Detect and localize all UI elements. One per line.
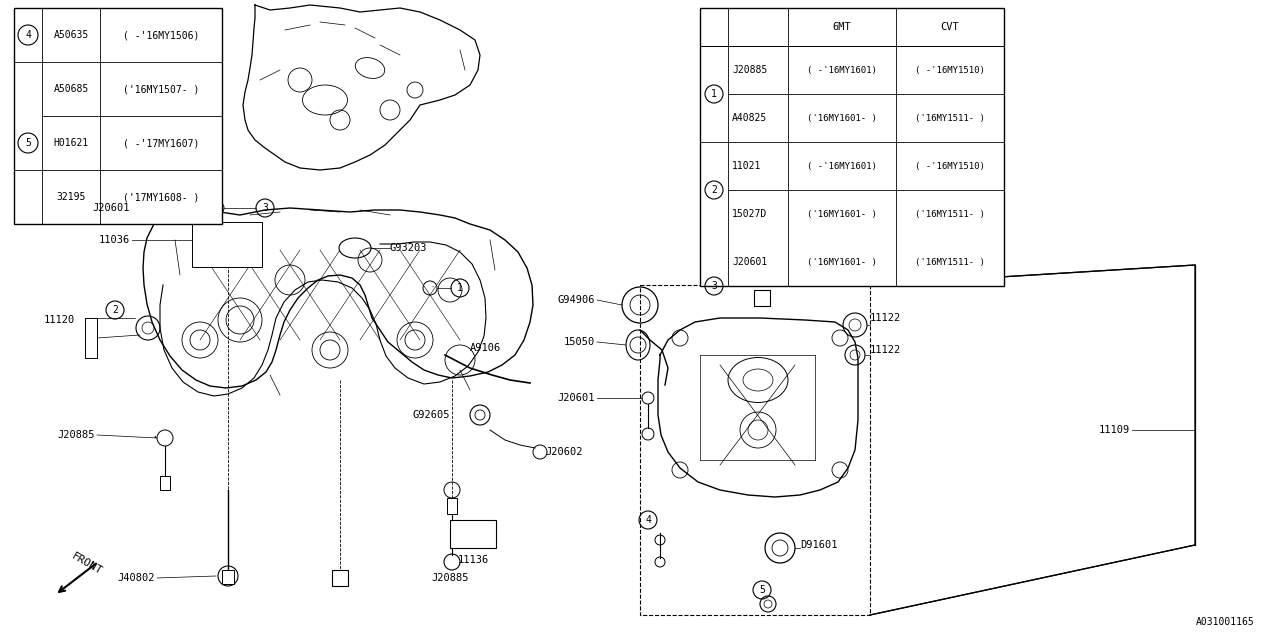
Text: CVT: CVT bbox=[941, 22, 960, 32]
Text: J20601: J20601 bbox=[92, 203, 131, 213]
Text: H01621: H01621 bbox=[54, 138, 88, 148]
Text: ( -'16MY1510): ( -'16MY1510) bbox=[915, 161, 984, 170]
Bar bbox=[160, 476, 170, 490]
Text: ('16MY1507- ): ('16MY1507- ) bbox=[123, 84, 200, 94]
Text: 11122: 11122 bbox=[870, 313, 901, 323]
Text: 1: 1 bbox=[457, 283, 463, 293]
Bar bbox=[447, 498, 457, 514]
Text: 1: 1 bbox=[712, 89, 717, 99]
Text: ( -'17MY1607): ( -'17MY1607) bbox=[123, 138, 200, 148]
Text: 11109: 11109 bbox=[1098, 425, 1130, 435]
Text: ('16MY1601- ): ('16MY1601- ) bbox=[808, 113, 877, 122]
Text: A40825: A40825 bbox=[732, 113, 767, 123]
Bar bbox=[754, 290, 771, 306]
Text: A50685: A50685 bbox=[54, 84, 88, 94]
Text: J20885: J20885 bbox=[431, 573, 468, 583]
Text: 15027D: 15027D bbox=[732, 209, 767, 219]
Text: ('16MY1601- ): ('16MY1601- ) bbox=[808, 209, 877, 218]
Text: 5: 5 bbox=[26, 138, 31, 148]
Bar bbox=[451, 520, 497, 548]
Bar bbox=[192, 222, 262, 267]
Text: J20885: J20885 bbox=[732, 65, 767, 75]
Text: A50635: A50635 bbox=[54, 30, 88, 40]
Text: 6MT: 6MT bbox=[832, 22, 851, 32]
Text: ('16MY1511- ): ('16MY1511- ) bbox=[915, 209, 984, 218]
Text: 11122: 11122 bbox=[870, 345, 901, 355]
Text: J20885: J20885 bbox=[58, 430, 95, 440]
Text: 5: 5 bbox=[759, 585, 765, 595]
Text: ('17MY1608- ): ('17MY1608- ) bbox=[123, 192, 200, 202]
Bar bbox=[332, 570, 348, 586]
Text: ( -'16MY1601): ( -'16MY1601) bbox=[808, 161, 877, 170]
Text: 11120: 11120 bbox=[44, 315, 76, 325]
Text: A031001165: A031001165 bbox=[1197, 617, 1254, 627]
Bar bbox=[640, 285, 870, 615]
Text: A9106: A9106 bbox=[470, 343, 502, 353]
Text: FRONT: FRONT bbox=[69, 550, 104, 576]
Bar bbox=[84, 318, 97, 358]
Text: ('16MY1601- ): ('16MY1601- ) bbox=[808, 257, 877, 266]
Text: 2: 2 bbox=[113, 305, 118, 315]
Text: 11136: 11136 bbox=[457, 555, 489, 565]
Text: 11021: 11021 bbox=[732, 161, 762, 171]
Bar bbox=[14, 8, 221, 224]
Text: G92605: G92605 bbox=[412, 410, 451, 420]
Text: ('16MY1511- ): ('16MY1511- ) bbox=[915, 113, 984, 122]
Text: 2: 2 bbox=[712, 185, 717, 195]
Text: 15050: 15050 bbox=[563, 337, 595, 347]
Text: ( -'16MY1506): ( -'16MY1506) bbox=[123, 30, 200, 40]
Text: 4: 4 bbox=[645, 515, 652, 525]
Text: ('16MY1511- ): ('16MY1511- ) bbox=[915, 257, 984, 266]
Text: J20601: J20601 bbox=[732, 257, 767, 267]
Text: J40802: J40802 bbox=[118, 573, 155, 583]
Text: ·: · bbox=[151, 433, 159, 443]
Text: D91601: D91601 bbox=[800, 540, 837, 550]
Text: J20602: J20602 bbox=[545, 447, 582, 457]
Text: A: A bbox=[759, 293, 765, 303]
Text: ( -'16MY1601): ( -'16MY1601) bbox=[808, 65, 877, 74]
Bar bbox=[221, 570, 234, 584]
Bar bbox=[700, 8, 1004, 286]
Text: 4: 4 bbox=[26, 30, 31, 40]
Text: G94906: G94906 bbox=[558, 295, 595, 305]
Text: 32195: 32195 bbox=[56, 192, 86, 202]
Text: 11036: 11036 bbox=[99, 235, 131, 245]
Text: J20601: J20601 bbox=[558, 393, 595, 403]
Text: 3: 3 bbox=[712, 281, 717, 291]
Text: G93203: G93203 bbox=[390, 243, 428, 253]
Text: A: A bbox=[337, 573, 343, 583]
Text: 3: 3 bbox=[262, 203, 268, 213]
Text: ( -'16MY1510): ( -'16MY1510) bbox=[915, 65, 984, 74]
Text: ·: · bbox=[430, 285, 434, 291]
